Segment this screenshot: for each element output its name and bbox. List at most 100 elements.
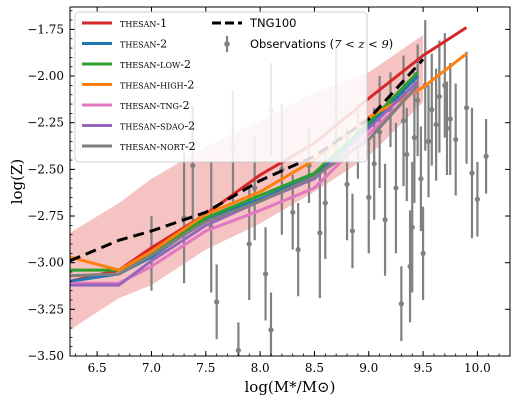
y-tick-label: −2.50 (27, 162, 64, 176)
observation-marker (429, 107, 435, 113)
legend-item: thesan-tng-2 (82, 99, 190, 112)
observation-point (382, 163, 388, 276)
x-tick-label: 9.5 (414, 361, 433, 375)
y-tick-label: −3.00 (27, 256, 64, 270)
legend-box (74, 11, 368, 163)
observation-point (349, 193, 356, 269)
y-tick-label: −3.25 (27, 302, 64, 316)
observation-point (474, 161, 481, 237)
legend-item: thesan-high-2 (82, 79, 194, 92)
observation-marker (474, 196, 481, 202)
observation-marker (433, 121, 439, 128)
observation-point (436, 40, 442, 153)
observation-marker (295, 247, 301, 253)
x-tick-label: 8.0 (251, 361, 270, 375)
observation-point (407, 210, 413, 323)
observation-marker (453, 136, 459, 143)
legend-item: thesan-2 (82, 38, 167, 51)
observations-layer (148, 20, 489, 356)
observation-point (366, 141, 372, 254)
observation-point (393, 122, 399, 254)
legend-item: thesan-sdao-2 (82, 120, 195, 133)
legend-label: thesan-2 (120, 38, 167, 51)
observation-point (425, 85, 432, 198)
observation-marker (407, 263, 413, 270)
observation-marker (290, 209, 296, 215)
observation-marker (382, 217, 388, 223)
observation-marker (483, 153, 489, 159)
x-tick-label: 6.5 (88, 361, 107, 375)
observation-marker (235, 347, 241, 354)
y-tick-label: −3.50 (27, 349, 64, 363)
observation-marker (425, 138, 432, 144)
observation-marker (371, 161, 377, 167)
observation-point (262, 227, 269, 321)
legend-item-tng100: TNG100 (212, 16, 297, 30)
observation-point (429, 53, 435, 166)
observation-point (444, 81, 450, 175)
observation-point (463, 51, 470, 164)
x-tick-label: 7.0 (142, 361, 161, 375)
y-tick-label: −2.75 (27, 209, 64, 223)
observation-marker (415, 97, 421, 103)
y-tick-label: −1.75 (27, 22, 64, 36)
observation-marker (190, 163, 196, 169)
observation-marker (436, 93, 442, 100)
observation-point (415, 44, 421, 157)
legend-label: thesan-low-2 (120, 58, 191, 71)
observation-marker (317, 230, 323, 236)
observation-marker (252, 185, 258, 191)
y-tick-label: −2.00 (27, 69, 64, 83)
x-tick-label: 7.5 (196, 361, 215, 375)
observation-marker (393, 185, 399, 191)
observation-marker (447, 116, 453, 122)
observation-marker (246, 241, 252, 247)
observation-point (469, 107, 475, 239)
observation-point (400, 55, 407, 187)
legend-label: thesan-1 (120, 17, 167, 30)
x-axis-label: log(M*/M⊙) (245, 378, 336, 396)
observation-point (483, 118, 489, 194)
legend-item: thesan-low-2 (82, 58, 191, 71)
x-tick-label: 9.0 (359, 361, 378, 375)
observation-marker (418, 176, 424, 182)
legend-item: thesan-1 (82, 17, 167, 30)
observation-marker (404, 151, 410, 158)
legend-item-observations: Observations (7 < z < 9) (224, 36, 393, 52)
observation-marker (366, 194, 372, 200)
observation-point (447, 62, 453, 175)
legend-label: thesan-high-2 (120, 79, 194, 92)
legend-item: thesan-nort-2 (82, 140, 196, 153)
observation-marker (398, 301, 404, 307)
observation-marker (349, 228, 356, 234)
observation-point (420, 206, 426, 301)
legend: thesan-1 thesan-2 thesan-low-2 thesan-high-… (74, 11, 393, 163)
observation-point (295, 202, 301, 297)
x-tick-label: 8.5 (305, 361, 324, 375)
plot-frame (69, 6, 511, 357)
observation-point (404, 107, 410, 202)
observation-marker (420, 250, 426, 256)
observation-marker (344, 181, 350, 187)
observation-point (317, 167, 323, 299)
observation-point (214, 264, 220, 340)
observation-marker (322, 200, 328, 206)
observation-point (433, 68, 439, 181)
observation-point (418, 126, 424, 231)
observation-point (235, 322, 241, 356)
observation-marker (400, 118, 407, 124)
axes: 6.5 7.0 7.5 8.0 8.5 9.0 9.5 10.0 −3.50 −3.25 −3.00… (8, 6, 511, 396)
legend-label-observations: Observations (7 < z < 9) (250, 37, 393, 51)
legend-label-tng100: TNG100 (249, 16, 297, 30)
legend-label: thesan-nort-2 (120, 140, 196, 153)
observation-marker (262, 271, 269, 277)
observation-point (398, 266, 404, 342)
observation-marker (411, 135, 417, 141)
legend-label: thesan-tng-2 (120, 99, 190, 112)
legend-marker (224, 41, 230, 47)
y-tick-label: −2.25 (27, 116, 64, 130)
observation-point (411, 72, 417, 203)
observation-point (453, 83, 459, 196)
series-line-tng100 (70, 58, 425, 263)
